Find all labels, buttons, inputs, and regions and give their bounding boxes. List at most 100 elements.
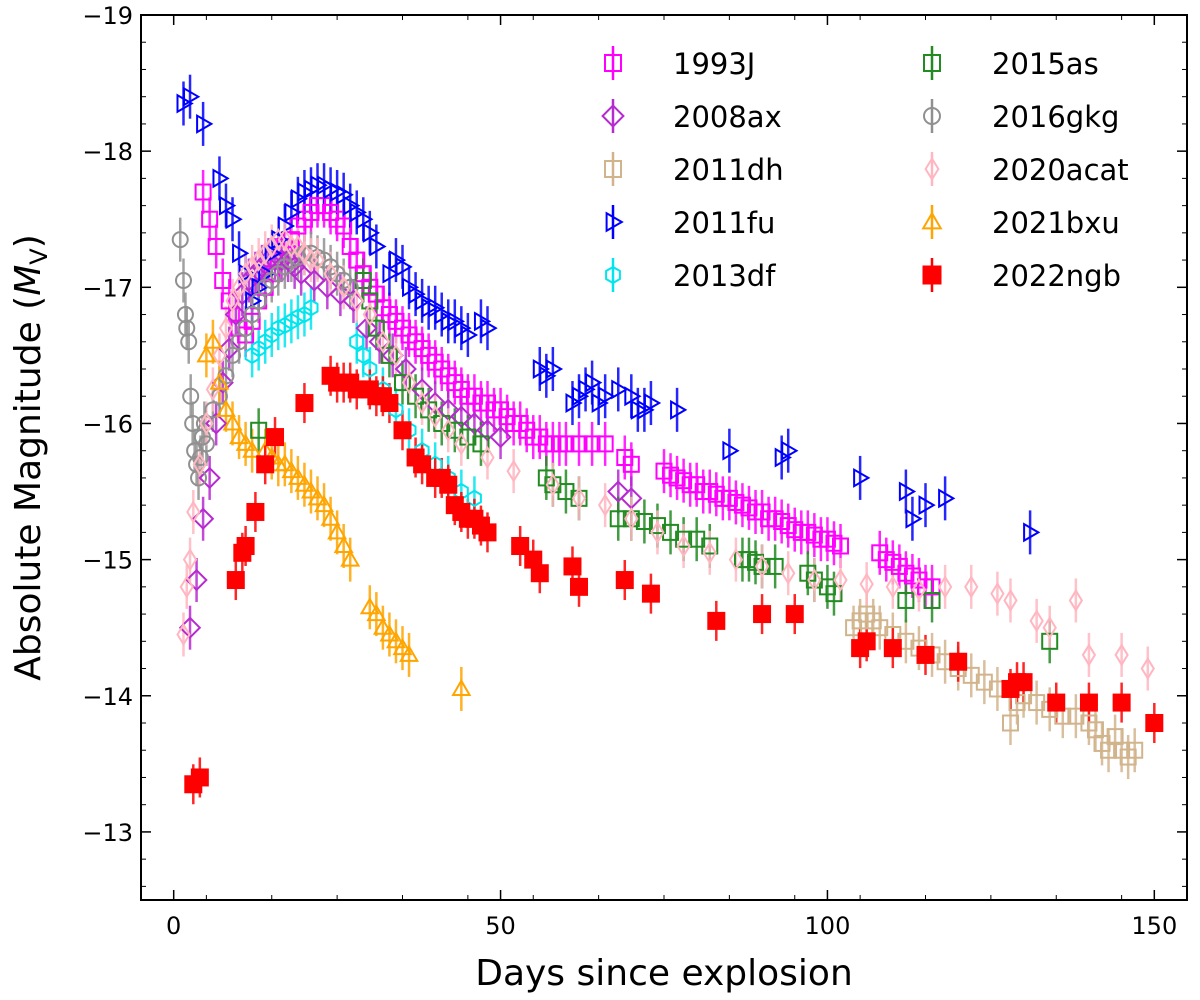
data-point [1023,522,1041,543]
legend-marker [922,265,942,285]
data-point [832,537,850,555]
data-point [1003,588,1018,613]
legend-marker [604,54,622,72]
data-point [199,411,214,436]
data-point [316,276,339,299]
data-point [246,502,265,521]
data-point [753,605,772,624]
y-axis-title-main: Absolute Magnitude ( [8,296,49,681]
y-tick-label: −15 [82,547,133,575]
data-points [171,86,1164,794]
legend-item-2011dh: 2011dh [604,152,784,187]
y-tick-label: −17 [82,274,133,302]
data-point [701,537,719,555]
data-point [622,510,640,528]
data-point [624,507,639,531]
data-point [303,299,319,317]
data-point [853,467,871,488]
x-tick-label: 0 [166,912,181,940]
data-point [388,343,404,368]
plot-frame [140,14,1188,901]
data-point [1041,632,1059,650]
data-point [356,209,374,230]
x-tick-label: 150 [1131,912,1177,940]
data-point [236,537,255,555]
data-point [380,394,399,413]
data-point [192,452,208,476]
data-point [466,489,482,507]
data-point [320,508,341,526]
data-point [197,435,215,453]
data-point [349,289,364,313]
data-point [557,435,575,453]
data-point [174,272,192,289]
data-point [898,481,917,502]
data-point [310,248,325,272]
data-point [897,591,915,609]
data-point [333,535,354,553]
data-point [281,460,302,479]
data-point [196,345,217,363]
data-point [303,248,319,272]
data-point [218,316,234,340]
data-point [340,549,361,567]
data-point [212,168,230,189]
data-point [825,585,843,603]
data-point [257,333,273,351]
x-axis-title: Days since explosion [475,953,853,994]
data-point [182,547,198,572]
data-point [401,370,417,395]
legend-label: 1993J [673,47,755,81]
data-point [641,584,660,603]
data-point [833,568,848,592]
series-2020acat [176,227,1155,681]
data-point [1112,693,1131,712]
y-tick-label: −16 [82,410,133,438]
data-point [570,577,589,596]
data-point [327,522,348,540]
data-point [251,248,266,272]
data-point [238,262,253,286]
data-point [296,305,312,324]
legend-marker [921,211,943,230]
legend-label: 2013df [673,259,776,293]
data-point [859,572,874,596]
data-point [785,605,804,624]
data-point [585,372,603,393]
data-point [362,360,378,378]
data-point [231,275,247,299]
data-point [264,234,279,259]
data-point [702,541,717,565]
data-point [303,269,326,292]
legend-marker [605,265,621,285]
y-axis-title-subscript: V [25,248,53,265]
data-point [916,645,935,664]
data-point [176,622,191,647]
data-point [218,195,237,216]
tick-labels: 0 50 100 150 −13 −14 −15 −16 −17 −18 −19 [82,2,1177,940]
series-2022ngb [184,366,1164,794]
data-point [295,394,314,413]
data-point [611,379,629,400]
data-point [290,234,306,259]
data-point [196,113,214,134]
data-point [905,508,923,529]
data-point [237,319,255,337]
data-point [439,475,458,494]
data-point [676,534,691,558]
data-point [355,316,378,340]
data-point [399,644,420,662]
legend-label: 2011fu [673,206,775,240]
data-point [379,624,400,642]
data-point [290,308,306,326]
y-tick-label: −13 [82,819,133,847]
data-point [380,346,398,364]
data-point [235,433,256,451]
data-point [251,339,267,358]
data-point [297,241,312,265]
data-point [807,568,822,592]
data-point [182,387,200,405]
data-point [207,237,225,255]
data-point [545,359,564,379]
